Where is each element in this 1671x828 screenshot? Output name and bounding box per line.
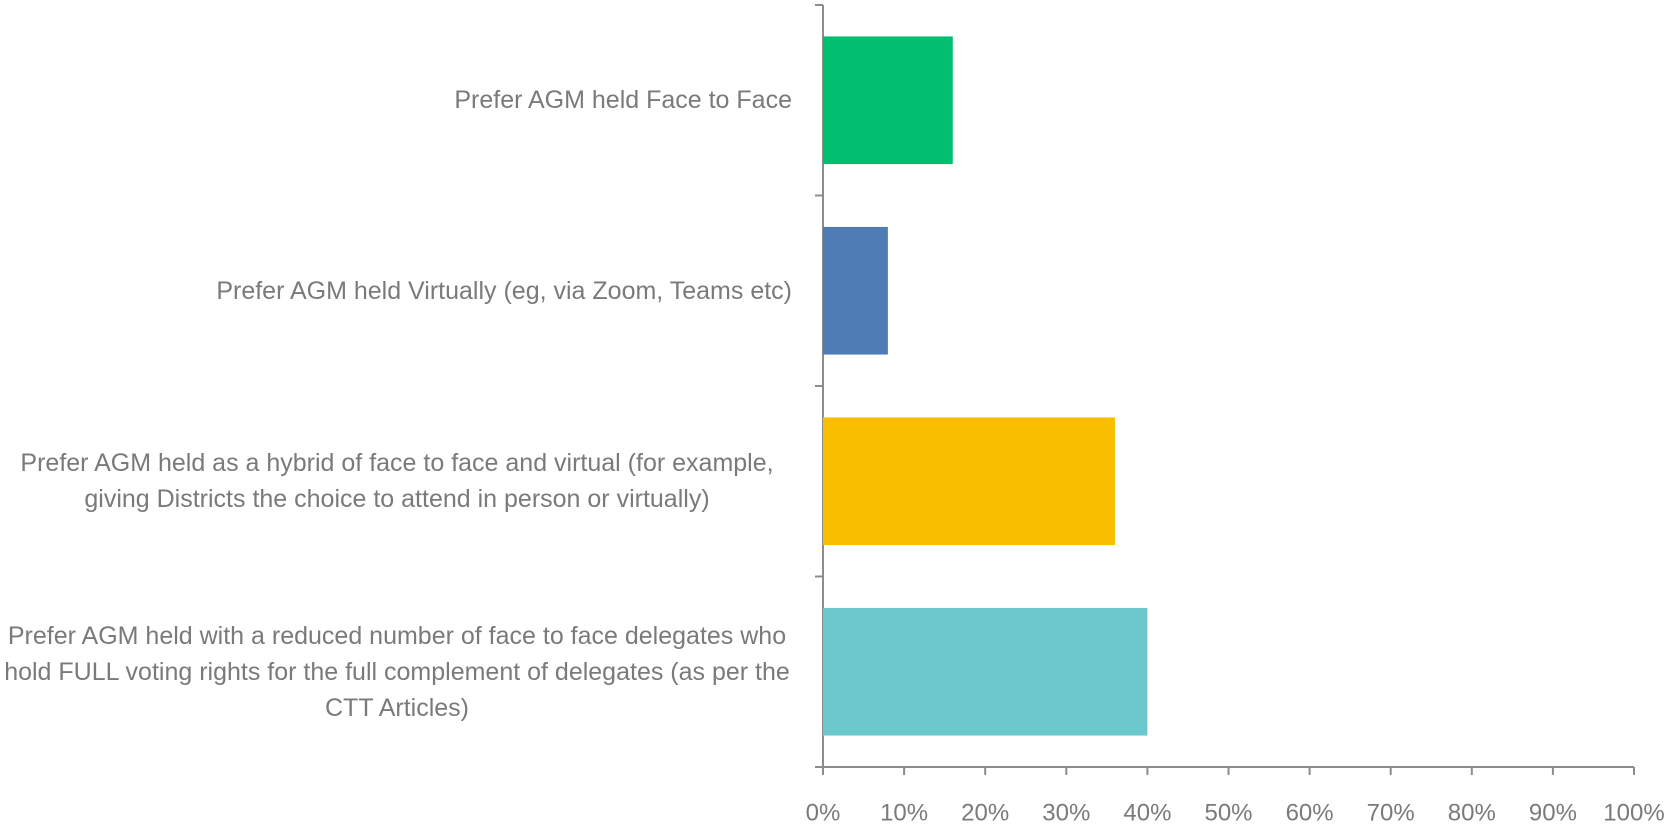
x-tick-label: 90%	[1529, 799, 1577, 826]
category-label: Prefer AGM held Face to Face	[454, 86, 792, 115]
category-label-box: Prefer AGM held Face to Face	[0, 82, 792, 118]
x-tick-label: 60%	[1286, 799, 1334, 826]
bar	[823, 226, 888, 355]
bar	[823, 36, 953, 165]
x-tick-label: 80%	[1448, 799, 1496, 826]
x-tick-label: 20%	[961, 799, 1009, 826]
category-label-box: Prefer AGM held as a hybrid of face to f…	[0, 445, 792, 517]
x-tick-label: 70%	[1367, 799, 1415, 826]
x-tick-label: 10%	[880, 799, 928, 826]
bar	[823, 607, 1148, 736]
x-tick-label: 30%	[1042, 799, 1090, 826]
category-label-box: Prefer AGM held Virtually (eg, via Zoom,…	[0, 273, 792, 309]
x-tick-label: 0%	[806, 799, 841, 826]
category-label-box: Prefer AGM held with a reduced number of…	[0, 618, 792, 726]
x-tick-label: 40%	[1123, 799, 1171, 826]
category-label: Prefer AGM held with a reduced number of…	[4, 621, 790, 722]
category-label: Prefer AGM held Virtually (eg, via Zoom,…	[216, 276, 792, 305]
category-label: Prefer AGM held as a hybrid of face to f…	[20, 449, 774, 514]
x-tick-label: 100%	[1603, 799, 1664, 826]
x-tick-label: 50%	[1204, 799, 1252, 826]
bar	[823, 417, 1115, 546]
